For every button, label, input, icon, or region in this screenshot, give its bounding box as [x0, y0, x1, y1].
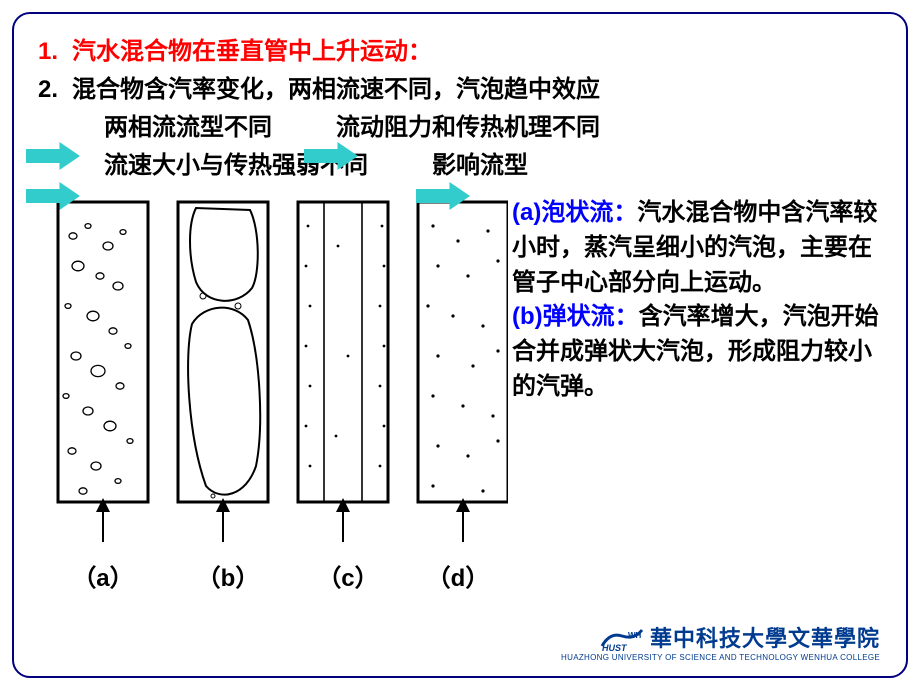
diagram-labels: （a） （b） （c） （d） — [38, 558, 508, 593]
logo-text-cn: 華中科技大學文華學院 — [650, 628, 880, 650]
flow-diagram-svg — [38, 196, 508, 556]
logo-mark-icon: HUST WH — [600, 626, 644, 652]
content-row: （a） （b） （c） （d） (a)泡状流：汽水混合物中含汽率较小时，蒸汽呈细… — [38, 196, 882, 593]
bullet-3-text-2: 流动阻力和传热机理不同 — [336, 110, 600, 146]
arrow-icon — [304, 142, 358, 170]
bullet-1-text: 汽水混合物在垂直管中上升运动： — [72, 34, 432, 70]
slide-frame: 1. 汽水混合物在垂直管中上升运动： 2. 混合物含汽率变化，两相流速不同，汽泡… — [12, 12, 908, 678]
flow-diagram: （a） （b） （c） （d） — [38, 196, 508, 593]
label-b: （b） — [168, 558, 288, 593]
logo-text-en: HUAZHONG UNIVERSITY OF SCIENCE AND TECHN… — [561, 654, 880, 662]
label-a: （a） — [38, 558, 168, 593]
arrow-icon — [26, 182, 80, 210]
bullet-3-text-1: 两相流流型不同 — [104, 110, 272, 146]
bullet-4-text-2: 影响流型 — [432, 148, 528, 184]
svg-text:WH: WH — [628, 631, 642, 640]
arrow-icon — [26, 142, 80, 170]
bullet-2-text: 混合物含汽率变化，两相流速不同，汽泡趋中效应 — [72, 72, 600, 108]
label-d: （d） — [408, 558, 508, 593]
college-logo: HUST WH 華中科技大學文華學院 HUAZHONG UNIVERSITY O… — [561, 626, 880, 662]
bullet-2-num: 2. — [38, 72, 72, 108]
svg-text:HUST: HUST — [602, 643, 628, 652]
bullet-4: 流速大小与传热强弱不同 影响流型 — [38, 148, 882, 184]
side-description: (a)泡状流：汽水混合物中含汽率较小时，蒸汽呈细小的汽泡，主要在管子中心部分向上… — [508, 196, 882, 593]
bullet-2: 2. 混合物含汽率变化，两相流速不同，汽泡趋中效应 — [38, 72, 882, 108]
desc-b-label: (b)弹状流： — [512, 303, 639, 330]
bullet-1: 1. 汽水混合物在垂直管中上升运动： — [38, 34, 882, 70]
bullet-1-num: 1. — [38, 34, 72, 70]
desc-a-label: (a)泡状流： — [512, 199, 637, 226]
label-c: （c） — [288, 558, 408, 593]
arrow-icon — [416, 182, 470, 210]
bullet-3: 两相流流型不同 流动阻力和传热机理不同 — [38, 110, 882, 146]
